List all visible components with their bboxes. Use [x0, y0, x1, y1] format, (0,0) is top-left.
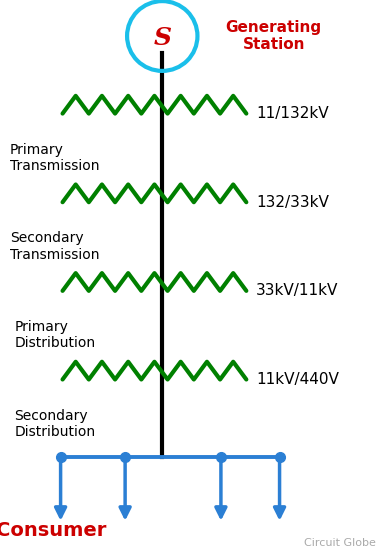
Text: Primary
Transmission: Primary Transmission: [10, 143, 99, 173]
Text: S: S: [153, 25, 171, 50]
Text: 33kV/11kV: 33kV/11kV: [256, 283, 339, 299]
Text: Consumer: Consumer: [0, 521, 106, 540]
Text: Generating
Station: Generating Station: [226, 20, 322, 52]
Text: Secondary
Distribution: Secondary Distribution: [14, 409, 95, 439]
Text: Secondary
Transmission: Secondary Transmission: [10, 232, 99, 261]
Text: 11kV/440V: 11kV/440V: [256, 372, 339, 387]
Text: 132/33kV: 132/33kV: [256, 194, 329, 210]
Text: Circuit Globe: Circuit Globe: [304, 538, 376, 548]
Text: 11/132kV: 11/132kV: [256, 106, 329, 121]
Text: Primary
Distribution: Primary Distribution: [14, 320, 95, 350]
